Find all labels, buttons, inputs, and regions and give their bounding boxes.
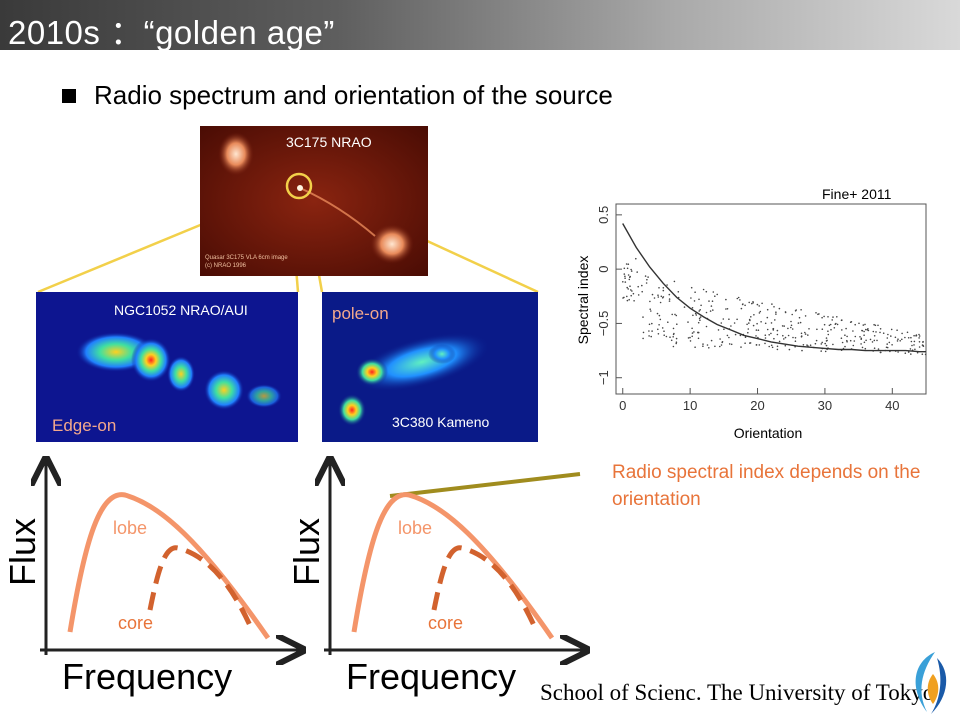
note-text: Radio spectral index depends on the orie…: [612, 462, 921, 510]
jet-image: [200, 126, 428, 276]
image-3c380: pole-on 3C380 Kameno: [322, 292, 538, 442]
image-ngc1052: NGC1052 NRAO/AUI Edge-on: [36, 292, 298, 442]
lobe-curve-right: [351, 492, 555, 640]
footer-text: School of Scienc. The University of Toky…: [540, 680, 935, 705]
lobe-label-right: lobe: [398, 518, 433, 538]
core-label-left: core: [118, 613, 154, 633]
university-logo-icon: [915, 652, 947, 714]
caption-ngc1052: NGC1052 NRAO/AUI: [114, 302, 248, 318]
plot-credit: Fine+ 2011: [822, 186, 892, 202]
freq-label-left: Frequency: [62, 656, 233, 697]
tag-pole-on: pole-on: [332, 304, 389, 323]
tag-edge-on: Edge-on: [52, 416, 117, 435]
bullet-text: Radio spectrum and orientation of the so…: [94, 80, 613, 110]
core-curve-right: [431, 545, 539, 632]
tangent-line: [389, 472, 581, 498]
title-bar: 2010s ：“golden age”: [0, 0, 960, 51]
image-3c175: 3C175 NRAO Quasar 3C175 VLA 6cm image (c…: [200, 126, 428, 276]
inset-caption: Quasar 3C175 VLA 6cm image (c) NRAO 1996: [205, 255, 288, 269]
caption-3c175: 3C175 NRAO: [286, 134, 372, 150]
caption-3c380: 3C380 Kameno: [392, 414, 490, 430]
flux-label-right: Flux: [286, 517, 327, 586]
core-curve-left: [147, 545, 255, 632]
lobe-curve-left: [67, 492, 271, 640]
freq-label-right: Frequency: [346, 656, 517, 697]
core-label-right: core: [428, 613, 464, 633]
slide-title: 2010s ：“golden age”: [8, 14, 335, 51]
zoom-circle: [285, 172, 313, 200]
bullet-square: [62, 89, 76, 103]
lobe-label-left: lobe: [113, 518, 148, 538]
pole-on-jet-image: [338, 332, 490, 426]
edge-on-jet-image: [76, 332, 282, 410]
